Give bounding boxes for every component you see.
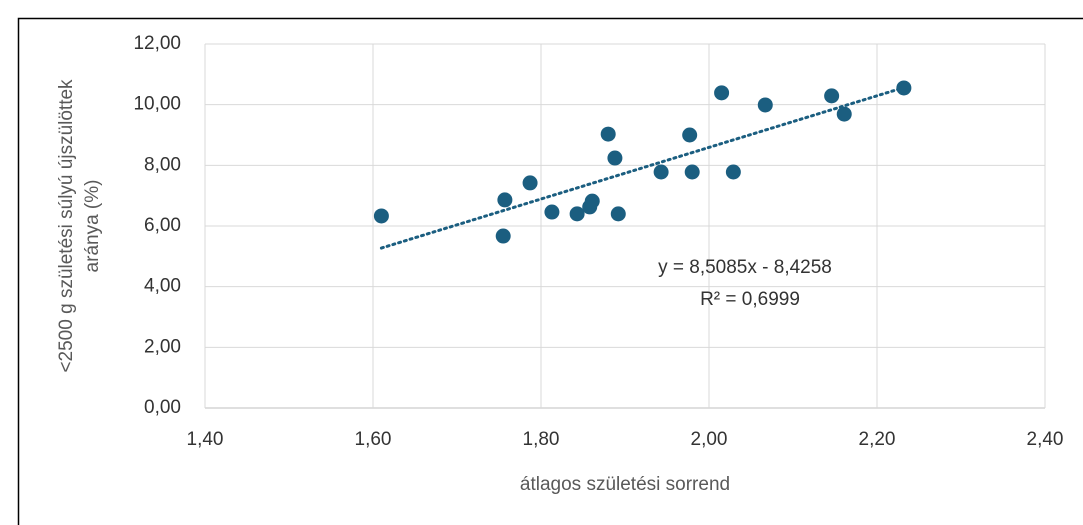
point	[495, 228, 511, 244]
point	[725, 164, 741, 180]
x-tick-label: 1,40	[187, 429, 224, 450]
point	[682, 127, 698, 143]
point	[497, 192, 513, 208]
point	[373, 208, 389, 224]
point	[522, 175, 538, 191]
y-axis-label: <2500 g születési súlyú újszülöttek	[56, 79, 77, 373]
point	[836, 106, 852, 122]
point	[757, 97, 773, 113]
y-tick-label: 6,00	[144, 215, 181, 236]
y-tick-label: 2,00	[144, 336, 181, 357]
y-tick-label: 8,00	[144, 154, 181, 175]
point	[569, 206, 585, 222]
point	[824, 88, 840, 104]
trendline	[379, 86, 906, 250]
y-axis-label: aránya (%)	[82, 180, 103, 273]
chart-frame	[17, 17, 1083, 525]
trendline-equation: y = 8,5085x - 8,4258	[658, 257, 832, 278]
y-tick-label: 10,00	[133, 94, 181, 115]
x-tick-label: 2,20	[859, 429, 896, 450]
point	[714, 85, 730, 101]
point	[653, 164, 669, 180]
point	[896, 80, 912, 96]
point	[584, 193, 600, 209]
trendline-r2: R² = 0,6999	[700, 289, 800, 310]
x-tick-label: 2,40	[1027, 429, 1064, 450]
point	[600, 126, 616, 142]
point	[607, 150, 623, 166]
point	[544, 204, 560, 220]
y-tick-label: 4,00	[144, 276, 181, 297]
y-tick-label: 12,00	[133, 33, 181, 54]
x-tick-label: 1,60	[355, 429, 392, 450]
x-axis-label: átlagos születési sorrend	[520, 474, 730, 495]
x-tick-label: 2,00	[691, 429, 728, 450]
point	[610, 206, 626, 222]
point	[684, 164, 700, 180]
x-tick-label: 1,80	[523, 429, 560, 450]
y-tick-label: 0,00	[144, 397, 181, 418]
